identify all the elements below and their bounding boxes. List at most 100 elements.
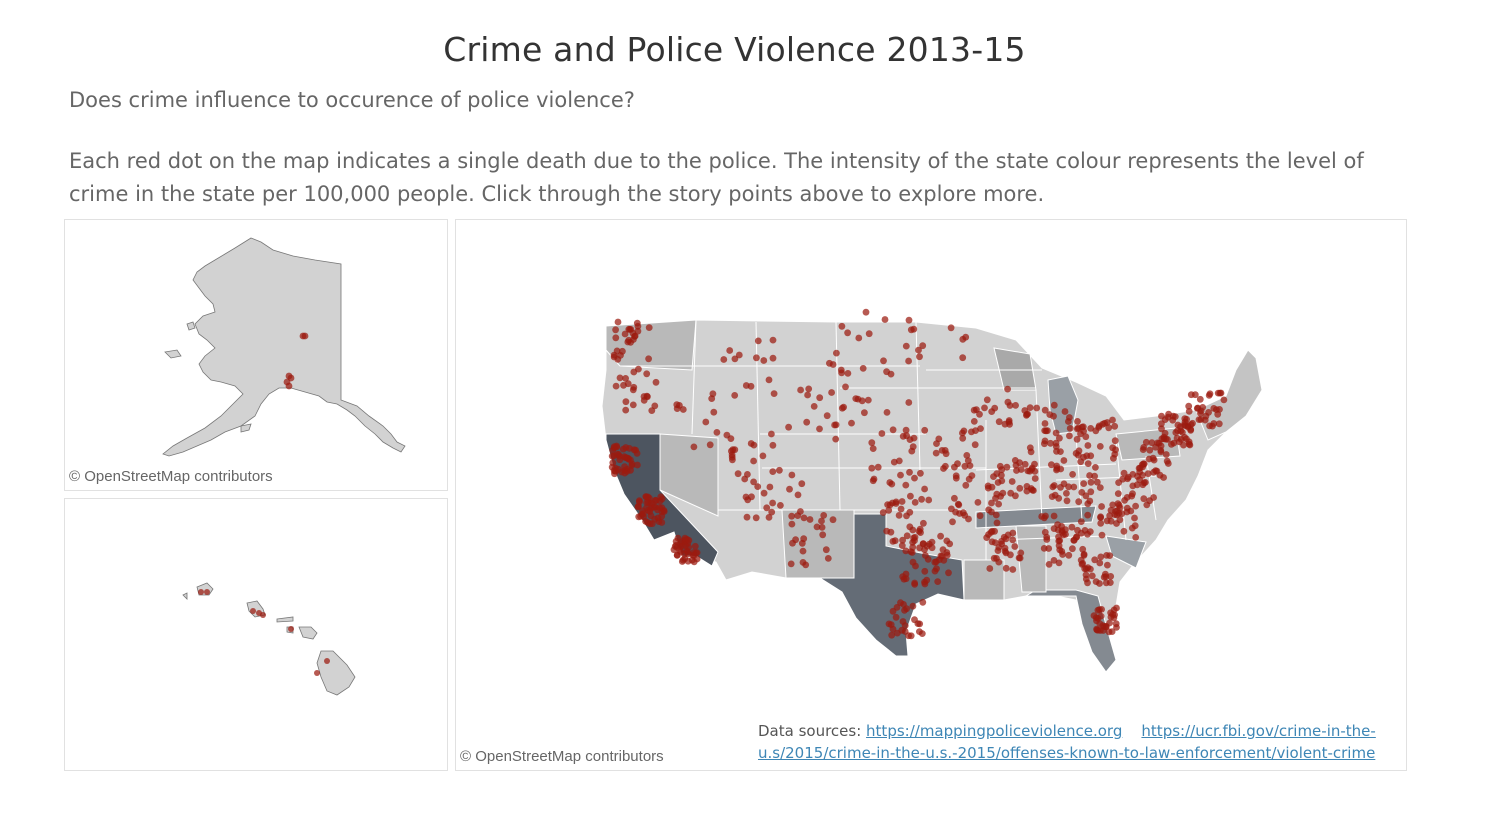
death-dot xyxy=(901,606,908,614)
death-dot xyxy=(744,471,751,478)
death-dot xyxy=(901,622,909,629)
death-dot xyxy=(1189,419,1196,427)
death-dot xyxy=(880,357,887,365)
death-dot xyxy=(883,409,891,416)
death-dot xyxy=(630,383,638,391)
death-dot xyxy=(708,395,716,402)
death-dot xyxy=(1052,429,1060,437)
us-main-map[interactable]: © OpenStreetMap contributors Data source… xyxy=(455,219,1407,771)
death-dot xyxy=(986,565,994,572)
death-dot xyxy=(907,548,915,555)
death-dot xyxy=(674,534,682,542)
death-dot xyxy=(921,567,929,575)
death-dot xyxy=(992,511,1000,519)
death-dot xyxy=(888,480,896,488)
death-dot xyxy=(645,355,652,363)
death-dot xyxy=(789,539,796,547)
death-dot xyxy=(1152,443,1159,451)
death-dot xyxy=(643,499,651,506)
death-dot xyxy=(1111,422,1119,430)
death-dot xyxy=(915,346,922,354)
death-dot xyxy=(1156,471,1164,479)
death-dot xyxy=(785,423,792,431)
death-dot xyxy=(1132,502,1139,510)
death-dot xyxy=(769,499,776,507)
death-dot xyxy=(902,426,910,434)
death-dot xyxy=(731,392,739,399)
death-dot xyxy=(1066,432,1073,440)
death-dot xyxy=(1002,564,1010,572)
source-link-fbi[interactable]: https://ucr.fbi.gov/crime-in-the-u.s/201… xyxy=(758,722,1376,762)
death-dot xyxy=(743,513,751,521)
death-dot xyxy=(948,505,955,513)
death-dot xyxy=(1140,495,1148,503)
death-dot xyxy=(829,516,837,524)
death-dot xyxy=(1082,492,1090,500)
death-dot xyxy=(1008,478,1016,485)
death-dot xyxy=(1105,628,1113,636)
death-dot xyxy=(1127,507,1135,515)
death-dot xyxy=(934,578,942,585)
death-dot xyxy=(1150,494,1157,501)
death-dot xyxy=(806,516,814,523)
death-dot xyxy=(919,342,927,350)
death-dot xyxy=(1096,559,1104,567)
death-dot xyxy=(805,385,813,393)
death-dot xyxy=(1177,435,1185,443)
death-dot xyxy=(998,477,1006,485)
death-dot xyxy=(891,537,899,545)
death-dot xyxy=(1069,471,1076,478)
death-dot xyxy=(1112,620,1120,628)
death-dot xyxy=(1082,571,1090,579)
death-dot xyxy=(760,489,768,497)
death-dot xyxy=(731,355,739,363)
main-attribution: © OpenStreetMap contributors xyxy=(460,748,664,765)
death-dot xyxy=(1046,411,1054,418)
death-dot xyxy=(1161,429,1169,437)
death-dot xyxy=(797,386,804,394)
death-dot xyxy=(622,406,630,414)
death-dot xyxy=(909,602,917,610)
death-dot xyxy=(1090,612,1098,619)
hawaii-map[interactable] xyxy=(64,498,448,771)
death-dot xyxy=(1095,422,1103,430)
death-dot xyxy=(1114,500,1122,507)
death-dot xyxy=(942,450,950,458)
alaska-island xyxy=(240,423,252,433)
death-dot xyxy=(651,402,659,410)
death-dot xyxy=(844,329,851,337)
death-dot xyxy=(690,549,697,557)
death-dot xyxy=(1163,457,1171,465)
death-dot xyxy=(868,439,876,447)
death-dot xyxy=(612,334,620,342)
death-dot xyxy=(1120,469,1128,477)
death-dot xyxy=(1087,425,1095,432)
death-dot xyxy=(1016,459,1023,467)
death-dot xyxy=(918,495,925,503)
death-dot xyxy=(1124,475,1131,483)
death-dot xyxy=(612,326,619,334)
death-dot xyxy=(1041,420,1049,427)
death-dot xyxy=(636,498,643,506)
death-dot xyxy=(968,428,975,436)
source-link-mpv[interactable]: https://mappingpoliceviolence.org xyxy=(866,722,1123,740)
death-dot xyxy=(1140,479,1148,487)
death-dot xyxy=(1017,466,1025,473)
alaska-map[interactable]: © OpenStreetMap contributors xyxy=(64,219,448,491)
death-dot xyxy=(1084,500,1092,508)
death-dot xyxy=(1080,550,1088,558)
death-dot xyxy=(954,460,961,468)
death-dot xyxy=(1069,545,1076,553)
death-dot xyxy=(204,589,210,595)
death-dot xyxy=(870,475,878,483)
death-dot xyxy=(905,399,913,406)
death-dot xyxy=(1107,573,1115,580)
death-dot xyxy=(1007,489,1015,497)
us-map-svg xyxy=(601,308,1263,673)
death-dot xyxy=(626,445,633,452)
state-new-england xyxy=(1195,349,1263,441)
death-dot xyxy=(1026,404,1034,411)
death-dot xyxy=(993,470,1001,477)
death-dot xyxy=(706,441,714,449)
death-dot xyxy=(1097,612,1105,620)
